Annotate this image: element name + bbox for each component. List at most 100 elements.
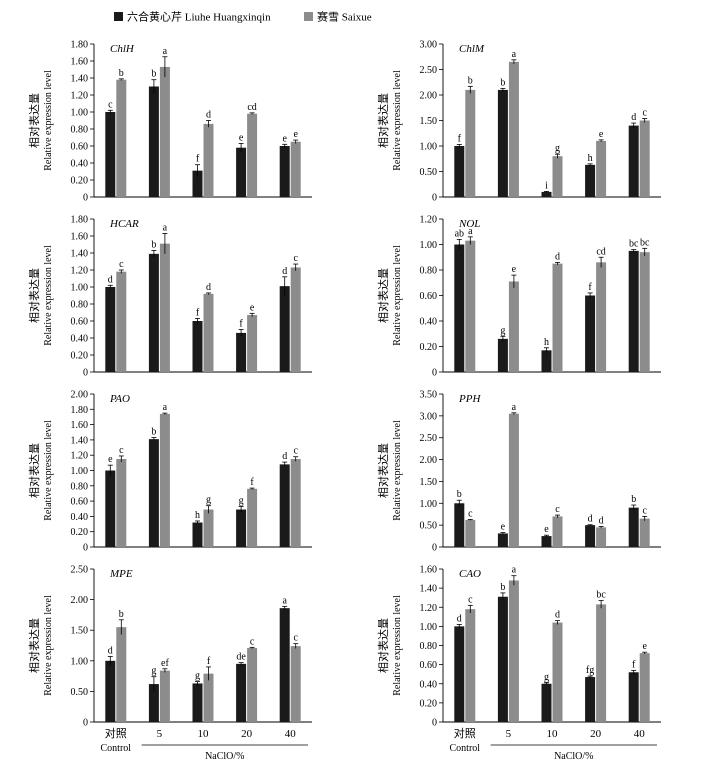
significance-letter: d xyxy=(555,610,560,621)
y-tick-label: 2.00 xyxy=(71,595,89,606)
significance-letter: f xyxy=(207,656,211,667)
x-tick-label: 5 xyxy=(157,728,163,740)
bar-saixue xyxy=(116,627,127,722)
significance-letter: e xyxy=(599,129,604,140)
significance-letter: d xyxy=(555,251,560,262)
significance-letter: bc xyxy=(596,590,606,601)
panel-title: PPH xyxy=(458,393,481,405)
bar-liuhe xyxy=(236,147,247,197)
x-group-label: NaClO/% xyxy=(554,751,593,762)
significance-letter: b xyxy=(631,494,636,505)
bar-saixue xyxy=(465,609,476,722)
bar-liuhe xyxy=(541,191,552,197)
significance-letter: g xyxy=(544,672,549,683)
panel-title: NOL xyxy=(458,218,480,230)
y-tick-label: 1.00 xyxy=(420,240,438,251)
bar-liuhe xyxy=(105,470,116,547)
x-control-label-cn: 对照 xyxy=(105,726,127,740)
bar-liuhe xyxy=(105,287,116,372)
y-tick-label: 1.50 xyxy=(71,626,89,637)
y-axis-label-cn: 相对表达量 xyxy=(376,443,390,498)
panel-title: MPE xyxy=(109,568,133,580)
bar-saixue xyxy=(465,519,476,547)
significance-letter: h xyxy=(544,337,549,348)
bar-saixue xyxy=(639,120,650,197)
significance-letter: c xyxy=(293,446,298,457)
y-tick-label: 0.40 xyxy=(420,679,438,690)
y-axis-label-cn: 相对表达量 xyxy=(376,268,390,323)
panel-title: HCAR xyxy=(109,218,139,230)
bar-saixue xyxy=(552,622,563,722)
y-tick-label: 3.00 xyxy=(420,40,438,51)
significance-letter: b xyxy=(468,75,473,86)
y-tick-label: 1.00 xyxy=(420,622,438,633)
y-tick-label: 1.40 xyxy=(420,584,438,595)
x-group-label: NaClO/% xyxy=(205,751,244,762)
y-tick-label: 0.40 xyxy=(71,159,89,170)
significance-letter: a xyxy=(468,226,473,237)
significance-letter: c xyxy=(250,636,255,647)
x-tick-label: 10 xyxy=(198,728,210,740)
bar-liuhe xyxy=(585,295,596,372)
panel-nol: 相对表达量 Relative expression level 0 0.20 0.40 0… xyxy=(376,215,661,379)
significance-letter: a xyxy=(163,222,168,233)
bar-saixue xyxy=(203,293,214,372)
panel-chlh: 相对表达量 Relative expression level 0 0.20 0.40 0… xyxy=(27,40,312,204)
significance-letter: fg xyxy=(586,665,594,676)
panel-title: ChlM xyxy=(459,43,485,55)
bar-saixue xyxy=(596,604,607,722)
significance-letter: g xyxy=(239,495,244,506)
y-tick-label: 0.40 xyxy=(420,317,438,328)
y-tick-label: 0 xyxy=(432,193,437,204)
y-tick-label: 0.60 xyxy=(420,660,438,671)
y-tick-label: 1.80 xyxy=(71,40,89,51)
bar-saixue xyxy=(116,459,127,547)
significance-letter: c xyxy=(108,99,113,110)
y-tick-label: 1.00 xyxy=(420,142,438,153)
significance-letter: bc xyxy=(629,239,639,250)
bar-liuhe xyxy=(585,525,596,547)
significance-letter: d xyxy=(631,112,636,123)
y-tick-label: 1.00 xyxy=(71,466,89,477)
significance-letter: b xyxy=(151,427,156,438)
significance-letter: d xyxy=(108,646,113,657)
bar-liuhe xyxy=(279,146,290,197)
bar-saixue xyxy=(465,240,476,372)
y-tick-label: 0 xyxy=(83,543,88,554)
y-tick-label: 2.50 xyxy=(420,65,438,76)
y-tick-label: 1.00 xyxy=(420,499,438,510)
y-tick-label: 1.60 xyxy=(71,57,89,68)
significance-letter: c xyxy=(293,253,298,264)
y-tick-label: 0 xyxy=(432,368,437,379)
y-tick-label: 1.00 xyxy=(71,283,89,294)
bar-liuhe xyxy=(279,286,290,372)
y-axis-label-cn: 相对表达量 xyxy=(376,93,390,148)
bar-saixue xyxy=(159,66,170,197)
bar-liuhe xyxy=(192,170,203,197)
y-axis-label-en: Relative expression level xyxy=(43,70,54,171)
bar-saixue xyxy=(639,653,650,722)
y-tick-label: 0.40 xyxy=(71,334,89,345)
bar-saixue xyxy=(552,516,563,547)
significance-letter: b xyxy=(151,239,156,250)
panel-title: CAO xyxy=(459,568,481,580)
bar-liuhe xyxy=(497,596,508,722)
bar-liuhe xyxy=(148,253,159,372)
x-tick-label: 20 xyxy=(241,728,253,740)
y-tick-label: 0.20 xyxy=(420,698,438,709)
bar-liuhe xyxy=(628,250,639,372)
significance-letter: g xyxy=(206,495,211,506)
y-tick-label: 0 xyxy=(432,543,437,554)
legend-swatch-saixue xyxy=(304,12,313,21)
significance-letter: a xyxy=(512,49,517,60)
significance-letter: d xyxy=(599,515,604,526)
significance-letter: e xyxy=(512,264,517,275)
y-tick-label: 0 xyxy=(83,718,88,729)
significance-letter: f xyxy=(250,477,254,488)
y-tick-label: 1.00 xyxy=(71,108,89,119)
x-tick-label: 5 xyxy=(506,728,512,740)
y-axis-label-cn: 相对表达量 xyxy=(27,443,41,498)
legend-swatch-liuhe xyxy=(114,12,123,21)
significance-letter: g xyxy=(151,666,156,677)
significance-letter: f xyxy=(196,154,200,165)
